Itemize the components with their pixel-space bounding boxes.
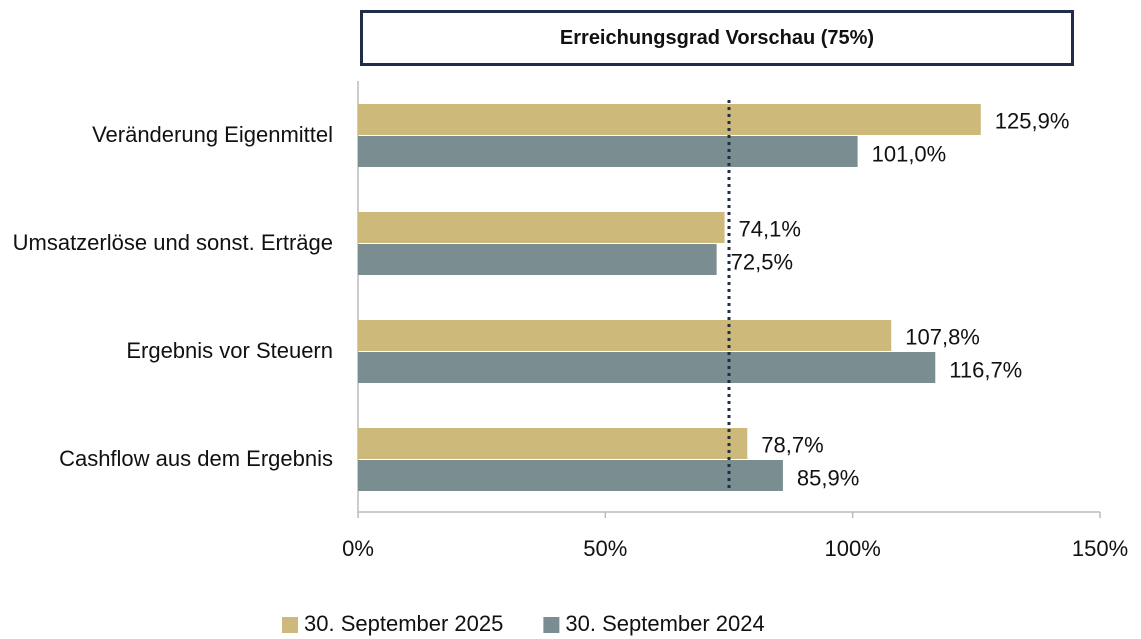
bar [358, 320, 892, 351]
legend-label: 30. September 2025 [304, 611, 503, 636]
legend-swatch [282, 617, 298, 633]
bar [358, 136, 858, 167]
bar [358, 352, 936, 383]
data-label: 74,1% [739, 216, 801, 241]
category-text: Veränderung Eigenmittel [92, 122, 333, 147]
data-label: 78,7% [761, 432, 823, 457]
data-label: 101,0% [872, 141, 947, 166]
data-label: 72,5% [731, 249, 793, 274]
x-tick-label: 100% [825, 536, 881, 561]
category-text: Ergebnis vor Steuern [126, 338, 333, 363]
data-label: 125,9% [995, 108, 1070, 133]
category-text: Umsatzerlöse und sonst. Erträge [12, 230, 333, 255]
bar [358, 460, 783, 491]
x-tick-label: 50% [583, 536, 627, 561]
bar [358, 428, 748, 459]
category-text: Cashflow aus dem Ergebnis [59, 446, 333, 471]
x-tick-label: 0% [342, 536, 374, 561]
category-label: Cashflow aus dem Ergebnis [3, 444, 333, 474]
chart-title: Erreichungsgrad Vorschau (75%) [360, 10, 1074, 66]
x-tick-label: 150% [1072, 536, 1128, 561]
category-label: Veränderung Eigenmittel [3, 120, 333, 150]
data-label: 107,8% [905, 324, 980, 349]
category-label: Ergebnis vor Steuern [3, 336, 333, 366]
bar [358, 212, 725, 243]
bar [358, 104, 981, 135]
legend-swatch [543, 617, 560, 633]
category-label: Umsatzerlöse und sonst. Erträge [3, 228, 333, 258]
legend-label: 30. September 2024 [565, 611, 764, 636]
data-label: 116,7% [949, 357, 1022, 382]
bar [358, 244, 717, 275]
data-label: 85,9% [797, 465, 859, 490]
